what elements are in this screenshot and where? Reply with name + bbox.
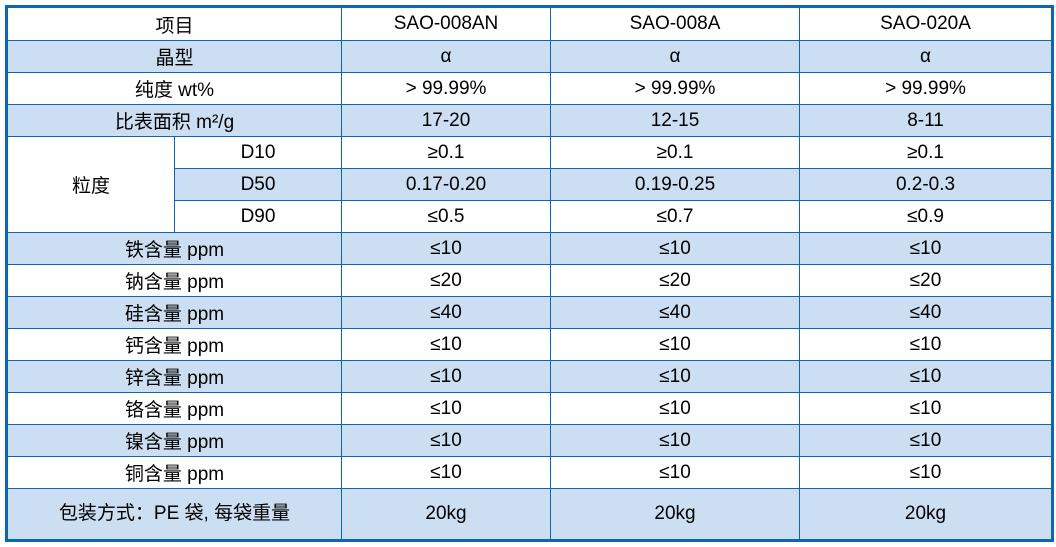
cell-sodium-3: ≤20: [799, 264, 1054, 297]
cell-zinc-1: ≤10: [341, 360, 552, 393]
cell-crystal-type-3: α: [799, 40, 1054, 73]
cell-iron-2: ≤10: [550, 232, 801, 265]
cell-d10-2: ≥0.1: [550, 136, 801, 169]
sub-label-d50: D50: [173, 168, 343, 201]
row-zinc-content: 锌含量 ppm ≤10 ≤10 ≤10: [5, 360, 1054, 393]
cell-zinc-2: ≤10: [550, 360, 801, 393]
row-label-particle-size: 粒度: [6, 136, 175, 233]
cell-d90-1: ≤0.5: [341, 200, 552, 233]
cell-surface-area-1: 17-20: [341, 104, 552, 137]
row-label-purity: 纯度 wt%: [5, 72, 343, 105]
row-chromium-content: 铬含量 ppm ≤10 ≤10 ≤10: [5, 392, 1054, 425]
cell-silicon-3: ≤40: [799, 296, 1054, 329]
sub-label-d90: D90: [173, 200, 343, 233]
header-product-sao-020a: SAO-020A: [799, 6, 1054, 41]
cell-d50-1: 0.17-0.20: [341, 168, 552, 201]
row-label-copper: 铜含量 ppm: [5, 456, 343, 489]
row-label-packaging: 包装方式：PE 袋, 每袋重量: [5, 488, 343, 541]
row-packaging: 包装方式：PE 袋, 每袋重量 20kg 20kg 20kg: [5, 488, 1054, 541]
cell-surface-area-2: 12-15: [550, 104, 801, 137]
cell-nickel-3: ≤10: [799, 424, 1054, 457]
row-label-iron: 铁含量 ppm: [5, 232, 343, 265]
cell-iron-3: ≤10: [799, 232, 1054, 265]
row-particle-d90: D90 ≤0.5 ≤0.7 ≤0.9: [7, 200, 1054, 233]
cell-d50-3: 0.2-0.3: [799, 168, 1054, 201]
cell-calcium-2: ≤10: [550, 328, 801, 361]
row-nickel-content: 镍含量 ppm ≤10 ≤10 ≤10: [5, 424, 1054, 457]
cell-d10-1: ≥0.1: [341, 136, 552, 169]
row-particle-d50: D50 0.17-0.20 0.19-0.25 0.2-0.3: [7, 168, 1054, 201]
row-particle-d10: 粒度 D10 ≥0.1 ≥0.1 ≥0.1: [6, 136, 1054, 233]
row-copper-content: 铜含量 ppm ≤10 ≤10 ≤10: [5, 456, 1054, 489]
cell-iron-1: ≤10: [341, 232, 552, 265]
row-purity: 纯度 wt% > 99.99% > 99.99% > 99.99%: [5, 72, 1054, 105]
cell-crystal-type-1: α: [341, 40, 552, 73]
cell-silicon-1: ≤40: [341, 296, 552, 329]
product-spec-table: 项目 SAO-008AN SAO-008A SAO-020A 晶型 α α α …: [5, 5, 1055, 542]
cell-packaging-3: 20kg: [799, 488, 1054, 541]
cell-chromium-1: ≤10: [341, 392, 552, 425]
header-product-sao-008a: SAO-008A: [550, 6, 801, 41]
cell-surface-area-3: 8-11: [799, 104, 1054, 137]
row-label-calcium: 钙含量 ppm: [5, 328, 343, 361]
row-iron-content: 铁含量 ppm ≤10 ≤10 ≤10: [5, 232, 1054, 265]
cell-copper-1: ≤10: [341, 456, 552, 489]
cell-chromium-3: ≤10: [799, 392, 1054, 425]
cell-chromium-2: ≤10: [550, 392, 801, 425]
row-crystal-type: 晶型 α α α: [5, 40, 1054, 73]
cell-purity-3: > 99.99%: [799, 72, 1054, 105]
cell-silicon-2: ≤40: [550, 296, 801, 329]
cell-nickel-2: ≤10: [550, 424, 801, 457]
table-header-row: 项目 SAO-008AN SAO-008A SAO-020A: [5, 6, 1054, 41]
row-label-sodium: 钠含量 ppm: [5, 264, 343, 297]
header-product-sao-008an: SAO-008AN: [341, 6, 552, 41]
row-label-chromium: 铬含量 ppm: [5, 392, 343, 425]
row-label-silicon: 硅含量 ppm: [5, 296, 343, 329]
row-silicon-content: 硅含量 ppm ≤40 ≤40 ≤40: [5, 296, 1054, 329]
cell-d50-2: 0.19-0.25: [550, 168, 801, 201]
cell-purity-2: > 99.99%: [550, 72, 801, 105]
cell-calcium-3: ≤10: [799, 328, 1054, 361]
cell-zinc-3: ≤10: [799, 360, 1054, 393]
cell-d10-3: ≥0.1: [799, 136, 1054, 169]
row-surface-area: 比表面积 m²/g 17-20 12-15 8-11: [5, 104, 1054, 137]
sub-label-d10: D10: [173, 136, 343, 169]
cell-copper-2: ≤10: [550, 456, 801, 489]
cell-crystal-type-2: α: [550, 40, 801, 73]
cell-calcium-1: ≤10: [341, 328, 552, 361]
cell-packaging-2: 20kg: [550, 488, 801, 541]
cell-packaging-1: 20kg: [341, 488, 552, 541]
row-sodium-content: 钠含量 ppm ≤20 ≤20 ≤20: [5, 264, 1054, 297]
row-calcium-content: 钙含量 ppm ≤10 ≤10 ≤10: [5, 328, 1054, 361]
row-label-nickel: 镍含量 ppm: [5, 424, 343, 457]
cell-sodium-1: ≤20: [341, 264, 552, 297]
cell-purity-1: > 99.99%: [341, 72, 552, 105]
cell-d90-2: ≤0.7: [550, 200, 801, 233]
cell-nickel-1: ≤10: [341, 424, 552, 457]
row-label-crystal-type: 晶型: [5, 40, 343, 73]
cell-copper-3: ≤10: [799, 456, 1054, 489]
row-label-zinc: 锌含量 ppm: [5, 360, 343, 393]
row-label-surface-area: 比表面积 m²/g: [5, 104, 343, 137]
cell-d90-3: ≤0.9: [799, 200, 1054, 233]
cell-sodium-2: ≤20: [550, 264, 801, 297]
header-item-label: 项目: [5, 6, 343, 41]
